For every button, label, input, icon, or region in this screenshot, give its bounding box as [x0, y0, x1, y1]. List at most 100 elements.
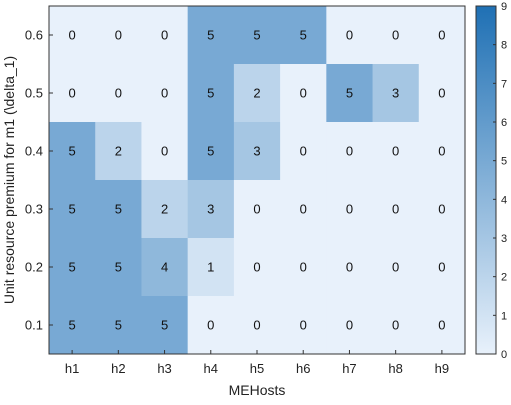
heatmap-cell	[372, 64, 420, 123]
cell-value-label: 0	[207, 318, 214, 333]
y-axis-ticks: 0.6 0.5 0.4 0.3 0.2 0.1	[25, 28, 53, 333]
heatmap-cell	[141, 64, 189, 123]
heatmap-cell	[49, 6, 96, 65]
heatmap-cell	[141, 296, 189, 355]
cell-value-label: 0	[253, 260, 260, 275]
heatmap-cell	[187, 238, 235, 297]
cell-value-label: 5	[115, 202, 122, 217]
y-tick-label: 0.4	[25, 144, 43, 159]
heatmap-cell	[233, 180, 281, 239]
cell-value-label: 3	[392, 86, 399, 101]
cell-value-label: 5	[115, 260, 122, 275]
heatmap-cell	[418, 180, 466, 239]
heatmap-cell	[187, 122, 235, 181]
cell-value-label: 0	[253, 202, 260, 217]
heatmap-cell	[187, 296, 235, 355]
heatmap-cell	[326, 180, 374, 239]
cell-value-label: 0	[161, 28, 168, 43]
heatmap-cell	[141, 180, 189, 239]
cell-value-label: 0	[300, 86, 307, 101]
cell-value-label: 0	[392, 202, 399, 217]
cell-value-label: 0	[300, 260, 307, 275]
x-tick-label: h8	[388, 361, 402, 376]
cell-value-label: 5	[207, 28, 214, 43]
cell-value-label: 0	[300, 144, 307, 159]
cell-value-label: 1	[207, 260, 214, 275]
heatmap-cell	[280, 6, 327, 65]
heatmap-cell	[141, 6, 189, 65]
cell-value-label: 3	[207, 202, 214, 217]
cell-value-label: 5	[207, 144, 214, 159]
cell-value-label: 0	[68, 28, 75, 43]
cell-value-label: 0	[115, 28, 122, 43]
cell-value-label: 2	[161, 202, 168, 217]
cell-value-label: 2	[253, 86, 260, 101]
y-axis-title: Unit resource premium for m1 (\delta_1)	[1, 56, 17, 304]
cell-value-label: 0	[438, 144, 445, 159]
cell-value-label: 5	[346, 86, 353, 101]
colorbar-tick-label: 9	[501, 1, 507, 13]
cell-value-label: 5	[161, 318, 168, 333]
heatmap-cell	[326, 122, 374, 181]
heatmap-cell	[418, 6, 466, 65]
x-tick-label: h5	[250, 361, 264, 376]
y-tick-label: 0.6	[25, 28, 43, 43]
heatmap-cell	[49, 296, 96, 355]
heatmap-cell	[49, 238, 96, 297]
colorbar-gradient	[475, 5, 497, 355]
cell-value-label: 5	[115, 318, 122, 333]
heatmap-cell	[280, 64, 327, 123]
heatmap-cell	[95, 296, 142, 355]
cell-value-label: 5	[207, 86, 214, 101]
colorbar-tick-label: 1	[501, 310, 507, 322]
x-tick-label: h7	[342, 361, 356, 376]
cell-value-label: 0	[346, 28, 353, 43]
x-tick-label: h4	[204, 361, 218, 376]
cell-value-label: 3	[253, 144, 260, 159]
heatmap-cell	[418, 122, 466, 181]
colorbar-tick-label: 3	[501, 233, 507, 245]
x-axis-ticks: h1 h2 h3 h4 h5 h6 h7 h8 h9	[65, 350, 449, 376]
cell-value-label: 0	[346, 318, 353, 333]
cell-value-label: 0	[161, 86, 168, 101]
heatmap-cell	[141, 122, 189, 181]
cell-value-label: 0	[161, 144, 168, 159]
heatmap-cell	[326, 238, 374, 297]
cell-value-label: 0	[438, 28, 445, 43]
cell-value-label: 5	[253, 28, 260, 43]
heatmap-cell	[280, 238, 327, 297]
cell-value-label: 5	[68, 260, 75, 275]
heatmap-cell	[280, 180, 327, 239]
colorbar-tick-label: 6	[501, 117, 507, 129]
x-tick-label: h6	[296, 361, 310, 376]
cell-value-label: 0	[438, 318, 445, 333]
heatmap-cell	[49, 180, 96, 239]
cell-value-label: 0	[346, 202, 353, 217]
x-tick-label: h1	[65, 361, 79, 376]
cell-value-label: 0	[300, 318, 307, 333]
heatmap-cell	[280, 296, 327, 355]
heatmap-cell	[372, 238, 420, 297]
y-tick-label: 0.5	[25, 86, 43, 101]
y-tick-label: 0.2	[25, 260, 43, 275]
colorbar: 0 1 2 3 4 5 6 7 8 9	[475, 1, 507, 361]
heatmap-cell	[326, 64, 374, 123]
cell-value-label: 5	[68, 144, 75, 159]
heatmap-cell	[187, 180, 235, 239]
heatmap-cell	[49, 122, 96, 181]
cell-value-label: 0	[300, 202, 307, 217]
cell-value-label: 0	[392, 318, 399, 333]
y-tick-label: 0.3	[25, 202, 43, 217]
heatmap-cell	[141, 238, 189, 297]
heatmap-cell	[233, 238, 281, 297]
heatmap-cell	[95, 238, 142, 297]
heatmap-cell	[372, 296, 420, 355]
colorbar-tick-label: 4	[501, 194, 507, 206]
cell-value-label: 0	[253, 318, 260, 333]
colorbar-tick-label: 7	[501, 78, 507, 90]
cell-value-label: 0	[392, 144, 399, 159]
cell-value-label: 0	[392, 28, 399, 43]
heatmap-cell	[233, 122, 281, 181]
